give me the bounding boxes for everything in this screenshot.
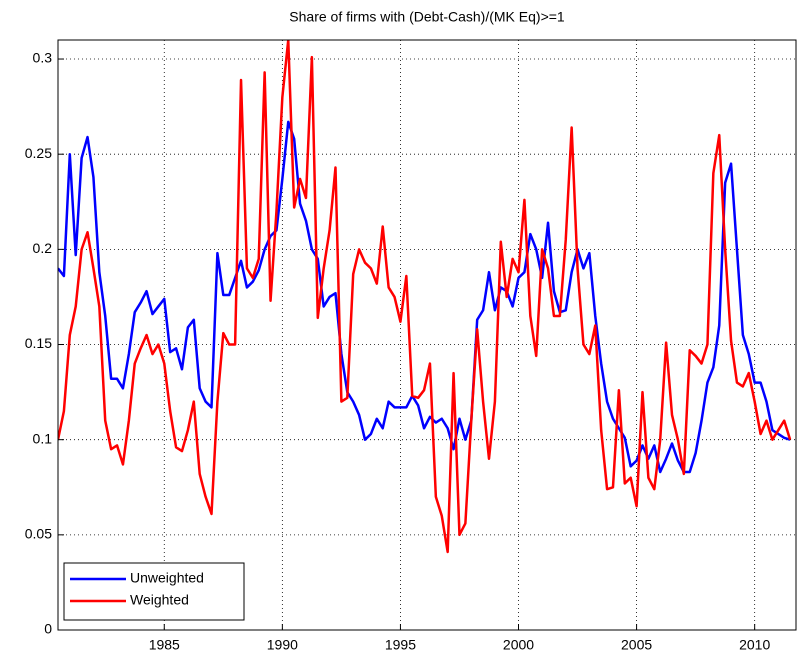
y-tick-label: 0 [44,621,52,637]
legend: Unweighted Weighted [63,562,245,621]
legend-label: Unweighted [130,570,204,586]
legend-box [63,562,245,621]
x-tick-label: 1990 [267,637,298,653]
plot-frame [57,39,797,631]
chart-title: Share of firms with (Debt-Cash)/(MK Eq)>… [289,9,565,25]
legend-label: Weighted [130,592,189,608]
y-tick-label: 0.05 [25,526,52,542]
x-tick-label: 1985 [149,637,180,653]
series-line [58,40,792,554]
ticks: 0 0.05 0.1 0.15 0.2 0.25 0.3 1985 1990 1995 2000 20… [25,50,771,653]
x-tick-label: 2000 [503,637,534,653]
y-tick-label: 0.15 [25,335,52,351]
series-line [58,120,791,474]
plot-lines [58,40,792,554]
y-tick-label: 0.1 [33,430,53,446]
x-tick-label: 2010 [739,637,770,653]
x-tick-label: 2005 [621,637,652,653]
y-tick-label: 0.3 [33,50,53,66]
y-tick-label: 0.25 [25,145,52,161]
y-tick-label: 0.2 [33,240,53,256]
x-tick-label: 1995 [385,637,416,653]
